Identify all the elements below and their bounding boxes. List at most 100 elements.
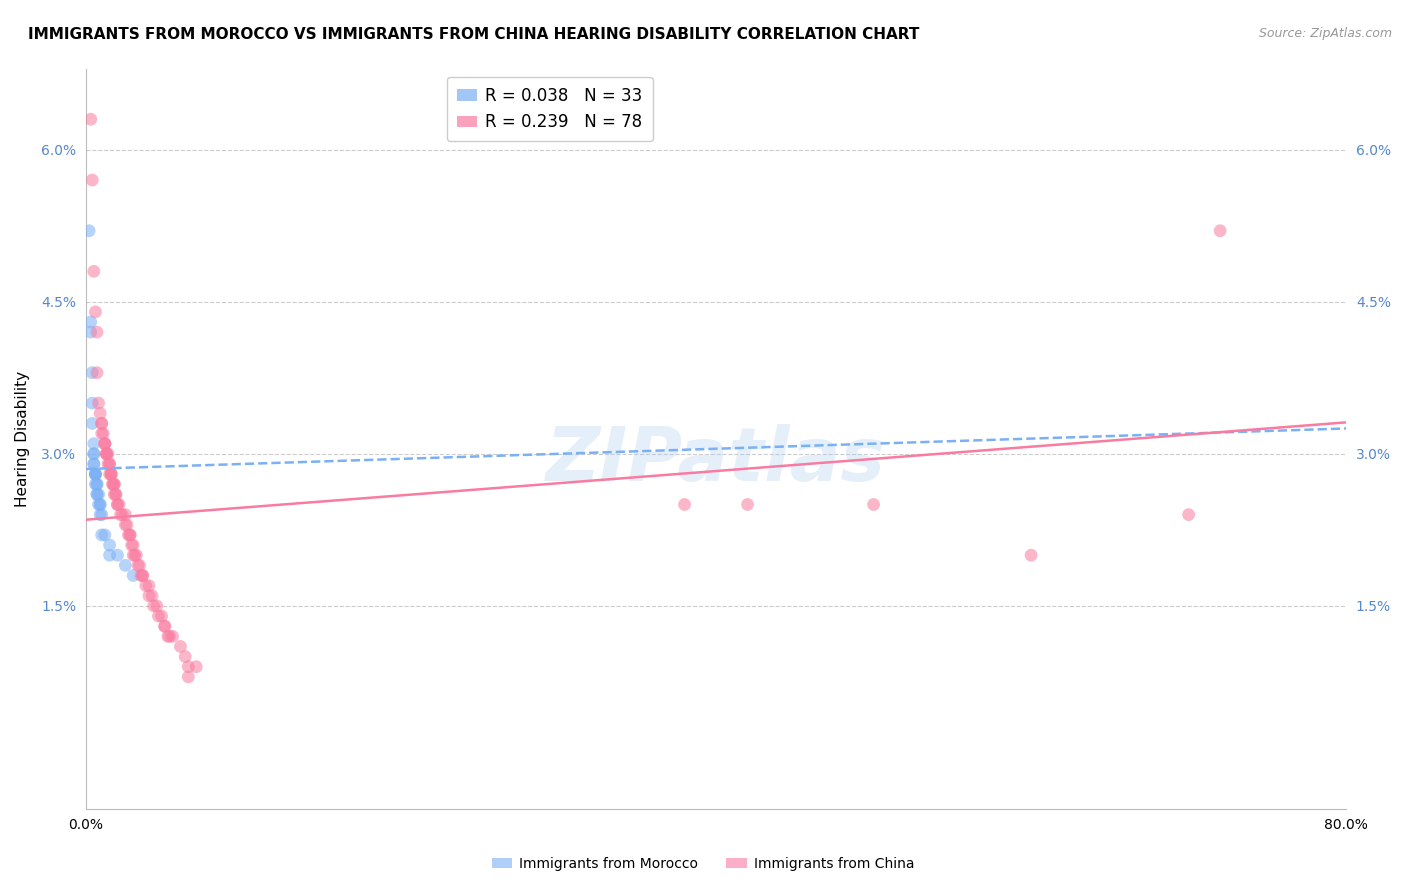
Point: [90, 417, 112, 431]
Point: [89, 508, 111, 522]
Point: [87, 498, 110, 512]
Point: [177, 670, 200, 684]
Point: [101, 477, 124, 491]
Point: [96, 447, 118, 461]
Point: [135, 579, 157, 593]
Point: [131, 568, 153, 582]
Point: [83, 264, 105, 278]
Point: [148, 609, 170, 624]
Legend: R = 0.038   N = 33, R = 0.239   N = 78: R = 0.038 N = 33, R = 0.239 N = 78: [447, 77, 652, 141]
Point: [122, 568, 145, 582]
Point: [120, 528, 142, 542]
Point: [86, 366, 108, 380]
Point: [84, 467, 107, 481]
Point: [103, 477, 125, 491]
Point: [100, 467, 122, 481]
Point: [107, 548, 129, 562]
Point: [127, 558, 149, 573]
Point: [79, 315, 101, 329]
Point: [83, 457, 105, 471]
Point: [89, 406, 111, 420]
Text: IMMIGRANTS FROM MOROCCO VS IMMIGRANTS FROM CHINA HEARING DISABILITY CORRELATION : IMMIGRANTS FROM MOROCCO VS IMMIGRANTS FR…: [28, 27, 920, 42]
Point: [111, 508, 134, 522]
Point: [77, 224, 100, 238]
Point: [174, 649, 197, 664]
Point: [122, 538, 145, 552]
Point: [115, 517, 138, 532]
Point: [90, 528, 112, 542]
Point: [162, 629, 184, 643]
Point: [83, 447, 105, 461]
Point: [114, 508, 136, 522]
Point: [82, 173, 104, 187]
Point: [84, 467, 107, 481]
Point: [94, 436, 117, 450]
Point: [98, 467, 121, 481]
Point: [83, 447, 105, 461]
Point: [84, 305, 107, 319]
Point: [82, 366, 104, 380]
Point: [142, 599, 165, 613]
Point: [138, 589, 160, 603]
Point: [117, 528, 139, 542]
Point: [96, 447, 118, 461]
Point: [84, 477, 107, 491]
Point: [146, 599, 169, 613]
Point: [98, 548, 121, 562]
Point: [90, 508, 112, 522]
Point: [673, 498, 696, 512]
Point: [153, 619, 176, 633]
Text: ZIPatlas: ZIPatlas: [546, 425, 886, 498]
Point: [97, 447, 120, 461]
Point: [94, 436, 117, 450]
Point: [98, 457, 121, 471]
Point: [98, 538, 121, 552]
Point: [1019, 548, 1042, 562]
Point: [131, 568, 153, 582]
Point: [121, 538, 143, 552]
Point: [90, 417, 112, 431]
Point: [97, 457, 120, 471]
Point: [86, 325, 108, 339]
Text: Source: ZipAtlas.com: Source: ZipAtlas.com: [1258, 27, 1392, 40]
Point: [150, 609, 173, 624]
Point: [104, 487, 127, 501]
Point: [89, 498, 111, 512]
Point: [86, 477, 108, 491]
Point: [141, 589, 163, 603]
Point: [169, 640, 191, 654]
Point: [90, 426, 112, 441]
Point: [91, 426, 114, 441]
Point: [1177, 508, 1199, 522]
Point: [114, 558, 136, 573]
Point: [84, 467, 107, 481]
Point: [107, 498, 129, 512]
Point: [103, 477, 125, 491]
Point: [100, 467, 122, 481]
Point: [177, 659, 200, 673]
Point: [159, 629, 181, 643]
Legend: Immigrants from Morocco, Immigrants from China: Immigrants from Morocco, Immigrants from…: [486, 851, 920, 876]
Point: [86, 487, 108, 501]
Point: [83, 457, 105, 471]
Point: [153, 619, 176, 633]
Point: [862, 498, 884, 512]
Point: [84, 467, 107, 481]
Point: [122, 548, 145, 562]
Point: [110, 508, 132, 522]
Y-axis label: Hearing Disability: Hearing Disability: [15, 370, 30, 507]
Point: [89, 498, 111, 512]
Point: [100, 467, 122, 481]
Point: [125, 548, 148, 562]
Point: [87, 396, 110, 410]
Point: [114, 517, 136, 532]
Point: [104, 487, 127, 501]
Point: [86, 487, 108, 501]
Point: [79, 112, 101, 127]
Point: [94, 528, 117, 542]
Point: [98, 457, 121, 471]
Point: [86, 477, 108, 491]
Point: [107, 498, 129, 512]
Point: [129, 568, 152, 582]
Point: [87, 487, 110, 501]
